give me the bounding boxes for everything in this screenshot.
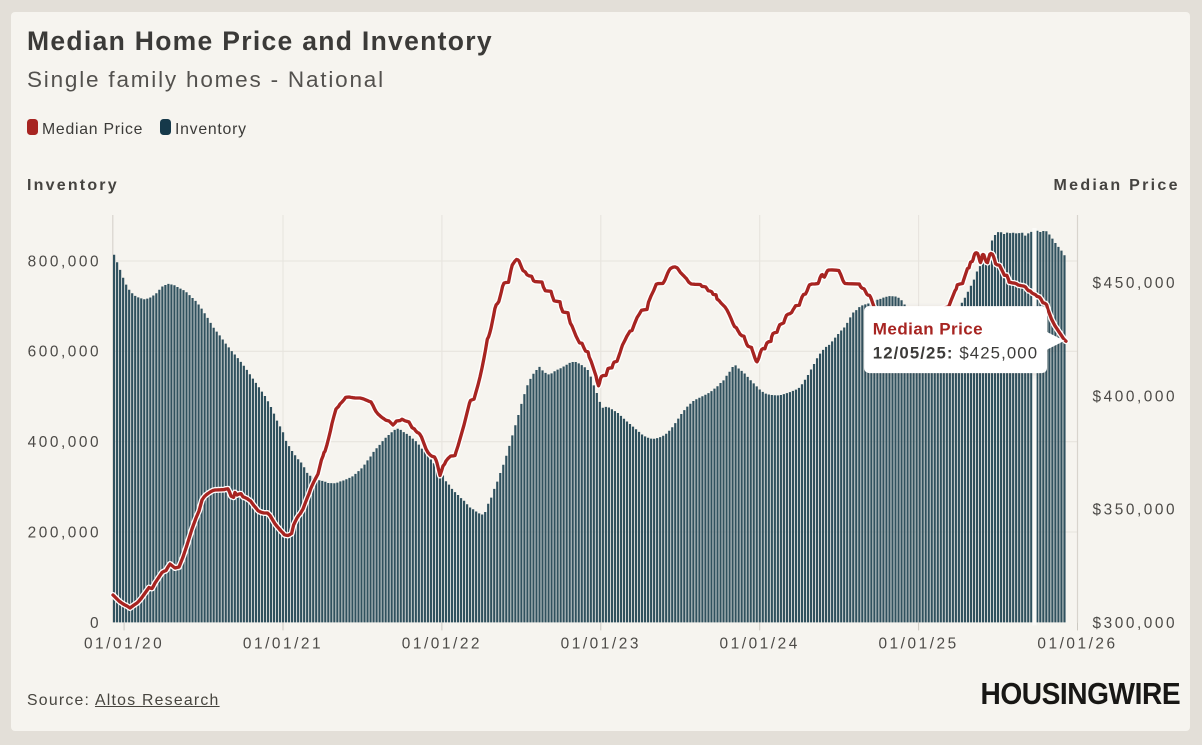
svg-text:$350,000: $350,000	[1093, 502, 1178, 519]
svg-text:01/01/26: 01/01/26	[1037, 636, 1117, 653]
svg-text:$450,000: $450,000	[1093, 275, 1178, 292]
svg-text:01/01/22: 01/01/22	[402, 636, 482, 653]
svg-text:01/01/20: 01/01/20	[84, 636, 164, 653]
svg-text:800,000: 800,000	[28, 253, 101, 270]
svg-text:200,000: 200,000	[28, 524, 101, 541]
svg-text:01/01/25: 01/01/25	[878, 636, 958, 653]
svg-text:0: 0	[90, 615, 101, 632]
svg-text:$300,000: $300,000	[1093, 615, 1178, 632]
svg-text:$400,000: $400,000	[1093, 388, 1178, 405]
svg-text:Median Price: Median Price	[873, 319, 983, 338]
svg-text:01/01/24: 01/01/24	[720, 636, 800, 653]
svg-text:600,000: 600,000	[28, 344, 101, 361]
svg-text:400,000: 400,000	[28, 434, 101, 451]
svg-text:12/05/25: $425,000: 12/05/25: $425,000	[873, 343, 1038, 362]
svg-text:01/01/23: 01/01/23	[561, 636, 641, 653]
svg-text:01/01/21: 01/01/21	[243, 636, 323, 653]
